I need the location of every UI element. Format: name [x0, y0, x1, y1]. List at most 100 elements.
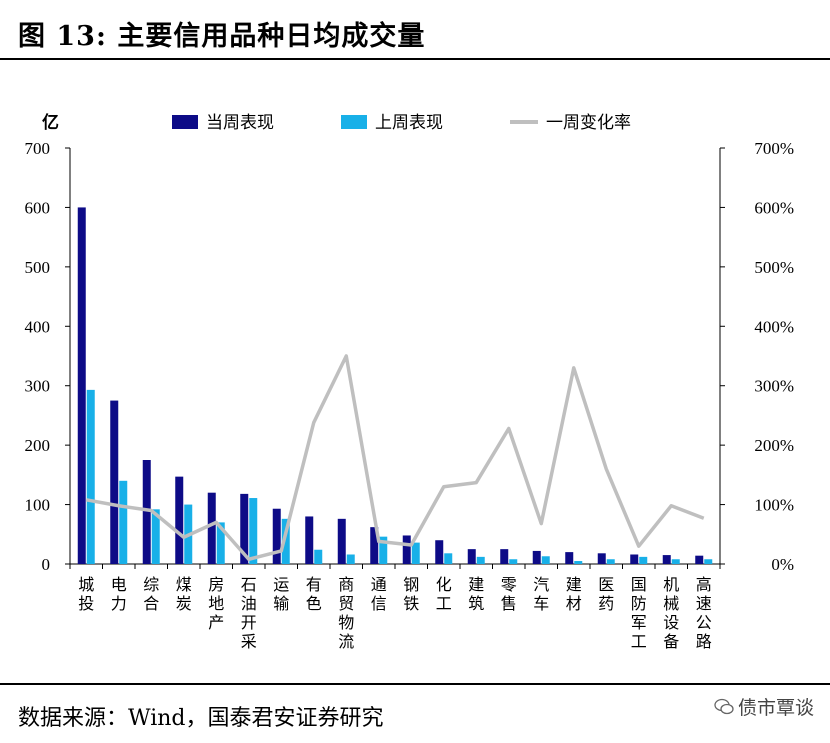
- y2-tick-label: 200%: [754, 436, 794, 455]
- y2-tick-label: 600%: [754, 198, 794, 217]
- category-label: 通信: [371, 575, 387, 613]
- bar-current: [467, 549, 476, 564]
- category-char: 高: [696, 575, 712, 594]
- category-label: 有色: [306, 575, 322, 613]
- category-char: 公: [696, 613, 712, 632]
- category-label: 煤炭: [176, 575, 192, 613]
- bar-previous: [119, 480, 128, 564]
- category-char: 开: [241, 613, 257, 632]
- category-char: 材: [566, 594, 582, 613]
- category-char: 投: [78, 594, 94, 613]
- axes: 0 0% 100 100% 200 200% 300 300% 400 400% 500 500% 60…: [25, 139, 795, 574]
- category-label: 建材: [566, 575, 582, 613]
- bar-current: [695, 555, 704, 564]
- category-label: 钢铁: [403, 575, 419, 613]
- category-char: 建: [468, 575, 484, 594]
- bar-previous: [216, 522, 225, 564]
- bar-current: [142, 460, 151, 564]
- category-label: 建筑: [468, 575, 484, 613]
- bar-current: [175, 476, 184, 564]
- category-label: 化工: [436, 575, 452, 613]
- category-char: 速: [696, 594, 712, 613]
- category-char: 信: [371, 594, 387, 613]
- bar-previous: [379, 536, 388, 564]
- bar-current: [662, 555, 671, 564]
- chart: 当周表现 上周表现 一周变化率 亿 0 0% 100 100% 200 200% 300 300%…: [25, 112, 795, 651]
- category-label: 医药: [598, 575, 614, 613]
- category-char: 设: [663, 613, 679, 632]
- legend-label-previous: 上周表现: [375, 113, 443, 133]
- bar-previous: [346, 554, 355, 564]
- category-char: 电: [111, 575, 127, 594]
- bar-previous: [151, 509, 160, 564]
- legend: 当周表现 上周表现 一周变化率: [172, 113, 631, 133]
- category-char: 零: [501, 575, 517, 594]
- category-label: 综合: [143, 575, 159, 613]
- legend-label-change: 一周变化率: [546, 113, 631, 133]
- category-char: 贸: [338, 594, 354, 613]
- legend-swatch-previous: [341, 115, 367, 129]
- bar-previous: [541, 556, 550, 564]
- category-char: 工: [631, 632, 647, 651]
- category-char: 机: [663, 575, 679, 594]
- category-labels: 城投电力综合煤炭房地产石油开采运输有色商贸物流通信钢铁化工建筑零售汽车建材医药国…: [78, 575, 712, 651]
- bar-current: [305, 516, 314, 564]
- bar-current: [240, 493, 249, 564]
- category-char: 产: [208, 613, 224, 632]
- category-label: 国防军工: [631, 575, 647, 651]
- bar-previous: [671, 559, 680, 564]
- category-char: 力: [111, 594, 127, 613]
- category-char: 房: [208, 575, 224, 594]
- legend-label-current: 当周表现: [206, 113, 274, 133]
- category-char: 药: [598, 594, 614, 613]
- y-tick-label: 600: [25, 198, 51, 217]
- bar-previous: [476, 556, 485, 564]
- bar-current: [630, 554, 639, 564]
- category-label: 电力: [111, 575, 127, 613]
- y-tick-label: 400: [25, 317, 51, 336]
- category-label: 运输: [273, 575, 289, 613]
- bottom-rule: [0, 683, 830, 685]
- bar-current: [500, 549, 509, 564]
- y2-tick-label: 700%: [754, 139, 794, 158]
- bar-current: [77, 207, 86, 564]
- bar-previous: [639, 556, 648, 564]
- category-char: 医: [598, 575, 614, 594]
- bar-current: [272, 508, 281, 564]
- bar-previous: [86, 389, 95, 564]
- change-rate-polyline: [85, 354, 705, 561]
- bar-current: [337, 518, 346, 564]
- category-char: 铁: [403, 594, 419, 613]
- category-label: 石油开采: [241, 575, 257, 651]
- category-char: 合: [143, 594, 159, 613]
- figure-title: 图 13: 主要信用品种日均成交量: [18, 21, 426, 52]
- bar-current: [435, 540, 444, 564]
- category-char: 流: [338, 632, 354, 651]
- bar-previous: [281, 518, 290, 564]
- bar-current: [370, 527, 379, 564]
- category-char: 石: [241, 575, 257, 594]
- watermark-text: 债市覃谈: [737, 697, 814, 719]
- category-char: 通: [371, 575, 387, 594]
- category-char: 色: [306, 594, 322, 613]
- bar-previous: [606, 559, 615, 564]
- bar-previous: [444, 553, 453, 564]
- category-label: 高速公路: [696, 575, 712, 651]
- category-char: 钢: [403, 575, 419, 594]
- source-note: 数据来源：Wind，国泰君安证券研究: [18, 706, 384, 731]
- y-tick-label: 100: [25, 496, 51, 515]
- bar-previous: [249, 498, 258, 564]
- bar-previous: [704, 559, 713, 564]
- category-char: 化: [436, 575, 452, 594]
- bar-previous: [314, 549, 323, 564]
- bars: [77, 207, 713, 564]
- category-char: 综: [143, 575, 159, 594]
- bar-current: [207, 492, 216, 564]
- y2-tick-label: 500%: [754, 258, 794, 277]
- category-char: 国: [631, 575, 647, 594]
- category-char: 械: [663, 594, 679, 613]
- category-char: 筑: [468, 594, 484, 613]
- y2-tick-label: 0%: [771, 555, 794, 574]
- category-char: 煤: [176, 575, 192, 594]
- category-char: 有: [306, 575, 322, 594]
